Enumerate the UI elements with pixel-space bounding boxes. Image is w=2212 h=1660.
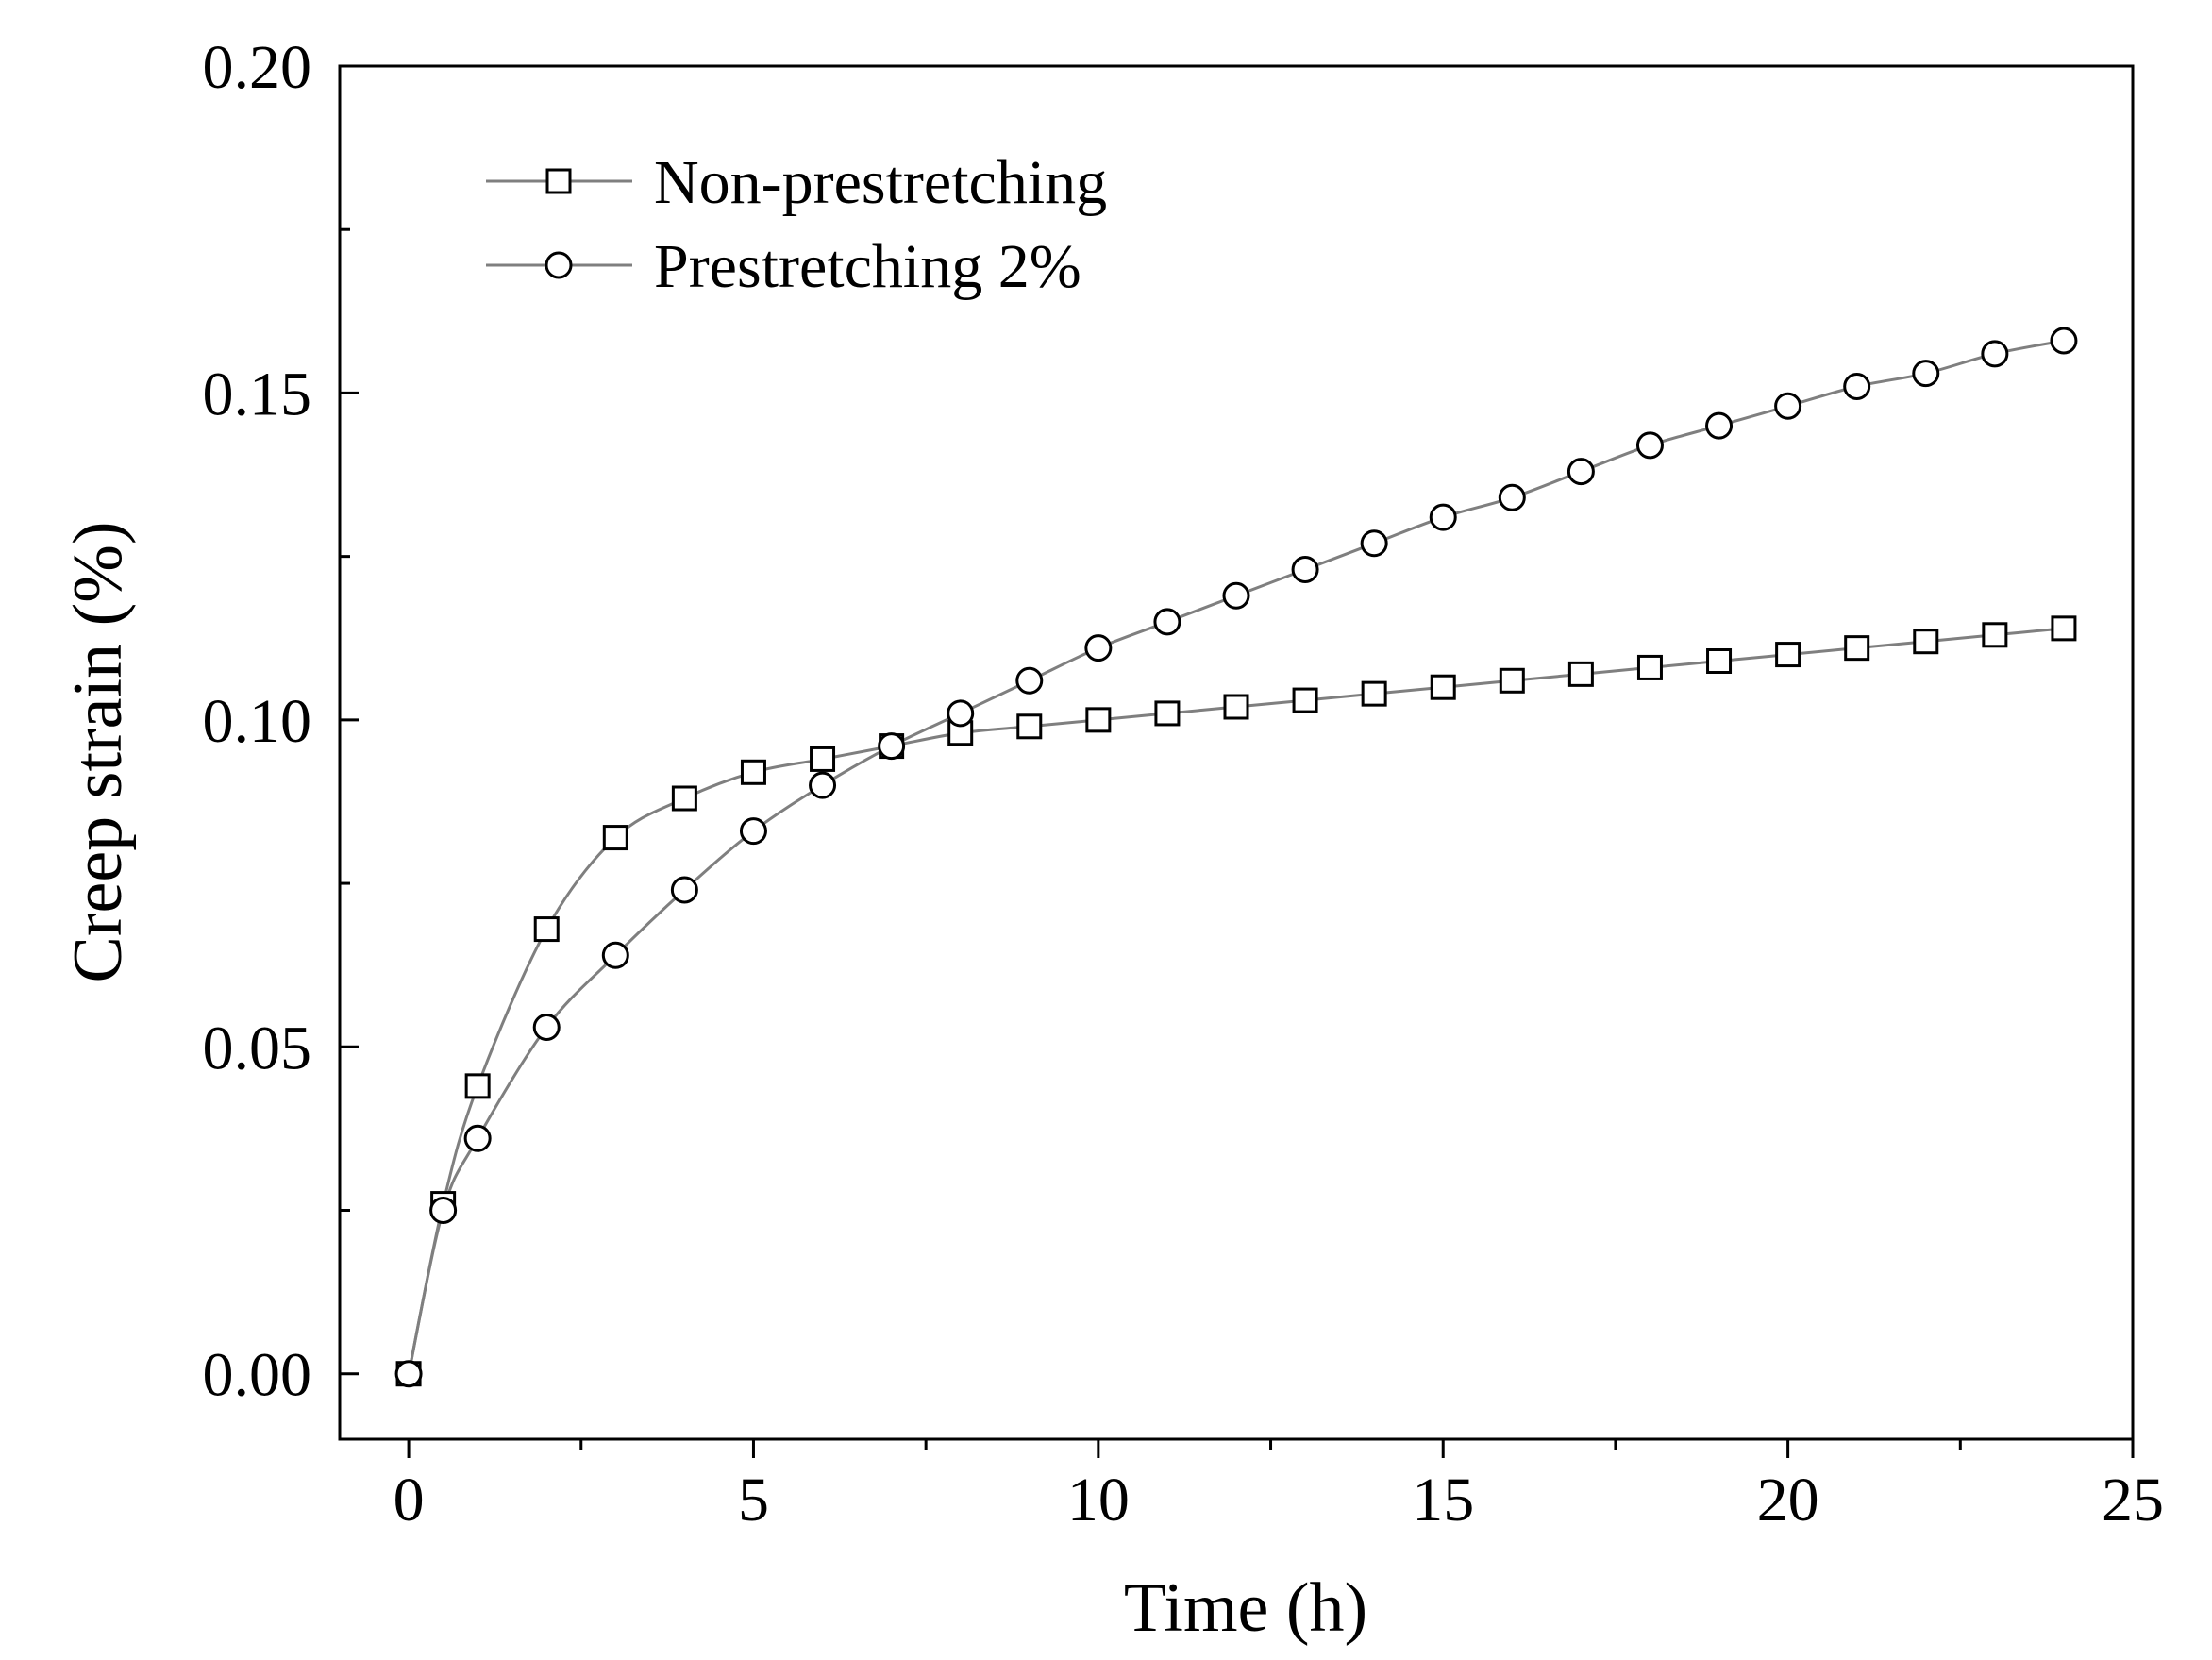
legend-label-prestretching-2: Prestretching 2%	[654, 232, 1081, 301]
data-point-prestretching-2	[1015, 666, 1044, 695]
data-point-non-prestretching	[1567, 661, 1594, 687]
data-point-non-prestretching	[1085, 707, 1112, 733]
data-point-prestretching-2	[1843, 373, 1871, 400]
data-point-non-prestretching	[1154, 700, 1181, 727]
data-point-non-prestretching	[464, 1073, 491, 1099]
data-point-prestretching-2	[1705, 411, 1734, 440]
data-point-non-prestretching	[1706, 648, 1733, 674]
x-axis-ticks: 0 5 10 15 20 25	[394, 1439, 2164, 1534]
data-point-non-prestretching	[1775, 642, 1801, 668]
data-point-prestretching-2	[1429, 503, 1457, 531]
y-axis-title: Creep strain (%)	[59, 521, 137, 982]
y-tick-label: 0.05	[203, 1014, 312, 1082]
data-point-prestretching-2	[739, 817, 767, 846]
x-tick-label: 0	[394, 1466, 425, 1534]
data-point-prestretching-2	[1981, 340, 2009, 368]
data-point-non-prestretching	[810, 746, 836, 772]
data-point-prestretching-2	[1222, 581, 1250, 610]
y-tick-label: 0.10	[203, 687, 312, 756]
legend-label-non-prestretching: Non-prestretching	[654, 148, 1107, 217]
data-point-non-prestretching	[1016, 713, 1043, 740]
data-point-non-prestretching	[1844, 635, 1870, 662]
data-point-prestretching-2	[670, 876, 698, 904]
data-point-non-prestretching	[2051, 615, 2077, 642]
data-point-non-prestretching	[1361, 680, 1387, 707]
x-tick-label: 15	[1412, 1466, 1474, 1534]
data-point-prestretching-2	[1912, 360, 1940, 388]
data-point-prestretching-2	[1567, 458, 1595, 486]
data-point-non-prestretching	[1636, 654, 1663, 680]
data-point-prestretching-2	[1774, 392, 1802, 420]
data-point-prestretching-2	[1635, 431, 1664, 460]
data-point-prestretching-2	[532, 1014, 561, 1041]
series-layer	[394, 327, 2078, 1388]
data-point-prestretching-2	[1360, 529, 1388, 558]
data-point-prestretching-2	[1291, 556, 1319, 583]
series-line-non-prestretching	[407, 627, 2065, 1375]
x-tick-label: 20	[1757, 1466, 1819, 1534]
x-tick-label: 5	[738, 1466, 769, 1534]
data-point-prestretching-2	[601, 941, 629, 969]
legend-marker-circle	[545, 251, 573, 279]
data-point-prestretching-2	[1498, 483, 1526, 511]
data-point-non-prestretching	[671, 785, 697, 812]
data-point-prestretching-2	[947, 699, 975, 728]
legend-marker-square	[545, 168, 572, 194]
x-tick-label: 25	[2102, 1466, 2164, 1534]
data-point-non-prestretching	[740, 759, 766, 785]
data-point-non-prestretching	[1982, 622, 2008, 648]
data-point-non-prestretching	[1223, 694, 1249, 720]
data-point-prestretching-2	[809, 771, 837, 799]
data-point-prestretching-2	[2050, 327, 2078, 355]
data-point-non-prestretching	[1292, 687, 1318, 713]
data-point-prestretching-2	[878, 732, 906, 761]
y-tick-label: 0.00	[203, 1341, 312, 1410]
legend: Non-prestretching Prestretching 2%	[486, 148, 1107, 301]
x-tick-label: 10	[1067, 1466, 1130, 1534]
plot-area-frame	[338, 64, 2135, 1441]
y-tick-label: 0.20	[203, 33, 312, 102]
x-axis-title: Time (h)	[1124, 1569, 1367, 1647]
data-point-prestretching-2	[1084, 634, 1113, 662]
data-point-prestretching-2	[429, 1197, 458, 1224]
y-axis-ticks: 0.00 0.05 0.10 0.15 0.20	[203, 33, 359, 1410]
data-point-prestretching-2	[1153, 608, 1181, 636]
data-point-non-prestretching	[602, 825, 628, 851]
data-point-non-prestretching	[533, 916, 560, 943]
legend-item-prestretching-2: Prestretching 2%	[486, 232, 1081, 301]
data-point-prestretching-2	[463, 1124, 492, 1152]
data-point-prestretching-2	[394, 1360, 423, 1388]
data-point-non-prestretching	[1430, 674, 1456, 700]
data-point-non-prestretching	[1499, 667, 1525, 694]
y-tick-label: 0.15	[203, 360, 312, 428]
legend-item-non-prestretching: Non-prestretching	[486, 148, 1107, 217]
data-point-non-prestretching	[1913, 629, 1939, 655]
